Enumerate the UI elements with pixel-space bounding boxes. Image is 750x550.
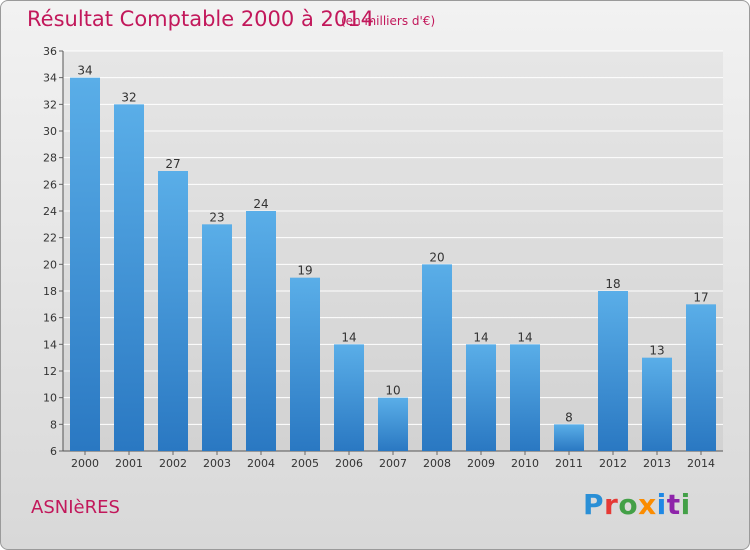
y-tick-label: 8 [50,418,57,431]
bar-value-label: 10 [385,384,400,398]
proxiti-logo: Proxiti [583,488,691,521]
y-tick-label: 22 [43,232,57,245]
y-tick-label: 24 [43,205,57,218]
bar [642,357,672,451]
y-tick-label: 6 [50,445,57,458]
bar [290,277,320,451]
y-tick-label: 10 [43,392,57,405]
x-tick-label: 2008 [423,457,451,470]
y-tick-label: 14 [43,338,57,351]
y-tick-label: 20 [43,258,57,271]
bar [598,291,628,451]
y-tick-label: 30 [43,125,57,138]
x-tick-label: 2003 [203,457,231,470]
bar-value-label: 14 [341,330,356,344]
x-tick-label: 2014 [687,457,715,470]
bar [70,77,100,452]
chart-title: Résultat Comptable 2000 à 2014 [27,7,374,31]
bar [554,424,584,451]
logo-letter: P [583,488,605,521]
x-tick-label: 2009 [467,457,495,470]
x-tick-label: 2004 [247,457,275,470]
bar-value-label: 13 [649,344,664,358]
y-tick-label: 18 [43,285,57,298]
y-tick-label: 28 [43,152,57,165]
bar-value-label: 20 [429,250,444,264]
x-tick-label: 2012 [599,457,627,470]
y-tick-label: 26 [43,178,57,191]
x-tick-label: 2002 [159,457,187,470]
bar [158,171,188,451]
bar-value-label: 18 [605,277,620,291]
bar-value-label: 27 [165,157,180,171]
logo-letter: r [604,488,619,521]
logo-letter: i [680,488,691,521]
bar [246,211,276,451]
bar [686,304,716,451]
bar-value-label: 8 [565,410,573,424]
bar-value-label: 14 [517,330,532,344]
x-tick-label: 2006 [335,457,363,470]
logo-letter: i [656,488,667,521]
logo-letter: o [618,488,639,521]
bar-value-label: 24 [253,197,268,211]
y-tick-label: 16 [43,312,57,325]
bar [466,344,496,451]
logo-letter: t [666,488,681,521]
x-tick-label: 2007 [379,457,407,470]
x-tick-label: 2011 [555,457,583,470]
bar [378,397,408,451]
bar-value-label: 34 [77,64,92,78]
y-tick-label: 12 [43,365,57,378]
logo-letter: x [638,488,657,521]
bar-value-label: 23 [209,210,224,224]
x-tick-label: 2005 [291,457,319,470]
x-tick-label: 2001 [115,457,143,470]
bar [114,104,144,451]
bar-value-label: 17 [693,290,708,304]
bar [422,264,452,451]
bar [334,344,364,451]
y-tick-label: 34 [43,72,57,85]
town-name: ASNIèRES [31,497,120,518]
y-tick-label: 36 [43,45,57,58]
bar-value-label: 19 [297,264,312,278]
bar [510,344,540,451]
x-tick-label: 2013 [643,457,671,470]
x-tick-label: 2000 [71,457,99,470]
bar-value-label: 14 [473,330,488,344]
bar [202,224,232,451]
chart-subtitle: (en milliers d'€) [341,14,436,28]
y-tick-label: 32 [43,98,57,111]
bar-value-label: 32 [121,90,136,104]
x-tick-label: 2010 [511,457,539,470]
